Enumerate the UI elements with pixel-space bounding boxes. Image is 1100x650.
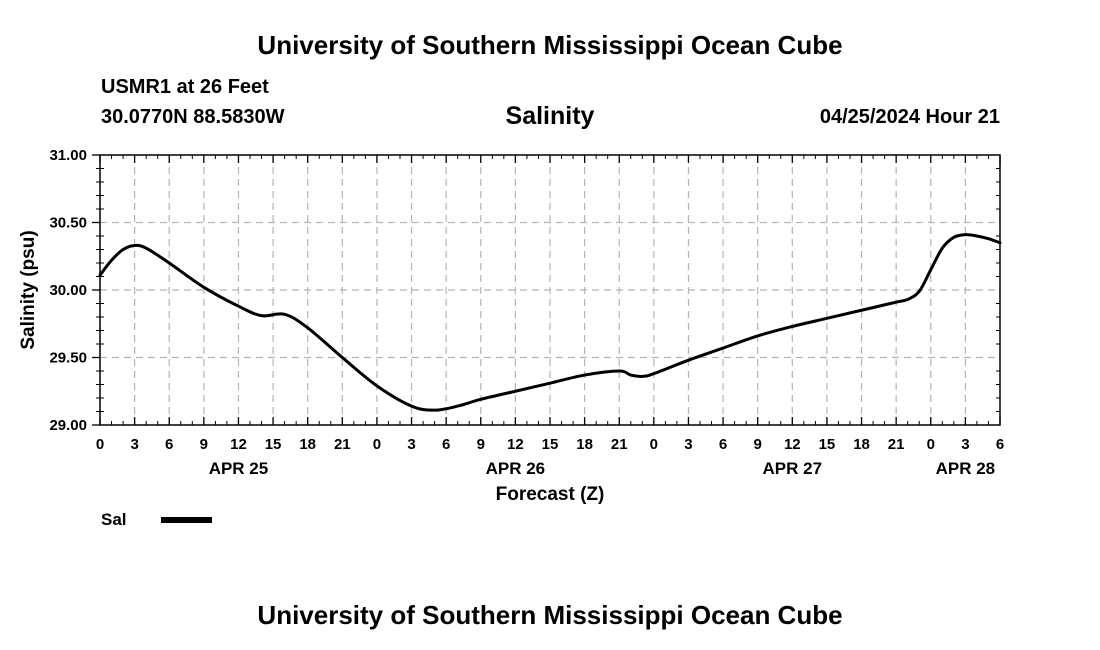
x-tick-label: 3 [130, 436, 138, 453]
date-label: APR 27 [763, 459, 823, 478]
x-tick-label: 3 [961, 436, 969, 453]
x-tick-label: 12 [784, 436, 801, 453]
salinity-series-line [98, 233, 1002, 412]
chart-title: Salinity [505, 102, 595, 130]
plot-frame [99, 154, 1001, 426]
date-label: APR 28 [936, 459, 996, 478]
x-tick-label: 15 [542, 436, 559, 453]
x-tick-label: 3 [407, 436, 415, 453]
x-tick-label: 18 [853, 436, 870, 453]
x-tick-label: 0 [927, 436, 935, 453]
y-tick-label: 29.00 [49, 417, 87, 434]
x-tick-label: 9 [477, 436, 485, 453]
x-tick-label: 6 [165, 436, 173, 453]
x-tick-label: 9 [200, 436, 208, 453]
x-tick-label: 6 [719, 436, 727, 453]
y-tick-label: 29.50 [49, 350, 87, 367]
x-tick-label: 21 [334, 436, 351, 453]
date-label: APR 25 [209, 459, 269, 478]
y-tick-label: 30.00 [49, 282, 87, 299]
x-tick-label: 18 [576, 436, 593, 453]
y-tick-label: 30.50 [49, 215, 87, 232]
page-title: University of Southern Mississippi Ocean… [257, 30, 843, 60]
x-tick-label: 15 [819, 436, 836, 453]
date-label: APR 26 [486, 459, 546, 478]
x-tick-label: 21 [611, 436, 628, 453]
y-tick-label: 31.00 [49, 147, 87, 164]
x-tick-label: 0 [96, 436, 104, 453]
x-tick-label: 9 [754, 436, 762, 453]
x-tick-label: 12 [230, 436, 247, 453]
footer-title: University of Southern Mississippi Ocean… [257, 600, 843, 630]
x-tick-label: 0 [650, 436, 658, 453]
x-tick-label: 6 [442, 436, 450, 453]
x-tick-label: 12 [507, 436, 524, 453]
x-tick-label: 15 [265, 436, 282, 453]
x-tick-label: 0 [373, 436, 381, 453]
x-tick-label: 6 [996, 436, 1004, 453]
x-axis-title: Forecast (Z) [496, 484, 605, 505]
x-tick-label: 3 [684, 436, 692, 453]
station-coords: 30.0770N 88.5830W [101, 106, 285, 128]
x-tick-label: 21 [888, 436, 905, 453]
x-tick-label: 18 [299, 436, 316, 453]
y-axis-title: Salinity (psu) [18, 230, 39, 349]
legend-label: Sal [101, 510, 127, 529]
station-label: USMR1 at 26 Feet [101, 76, 269, 98]
forecast-date: 04/25/2024 Hour 21 [819, 106, 1000, 128]
